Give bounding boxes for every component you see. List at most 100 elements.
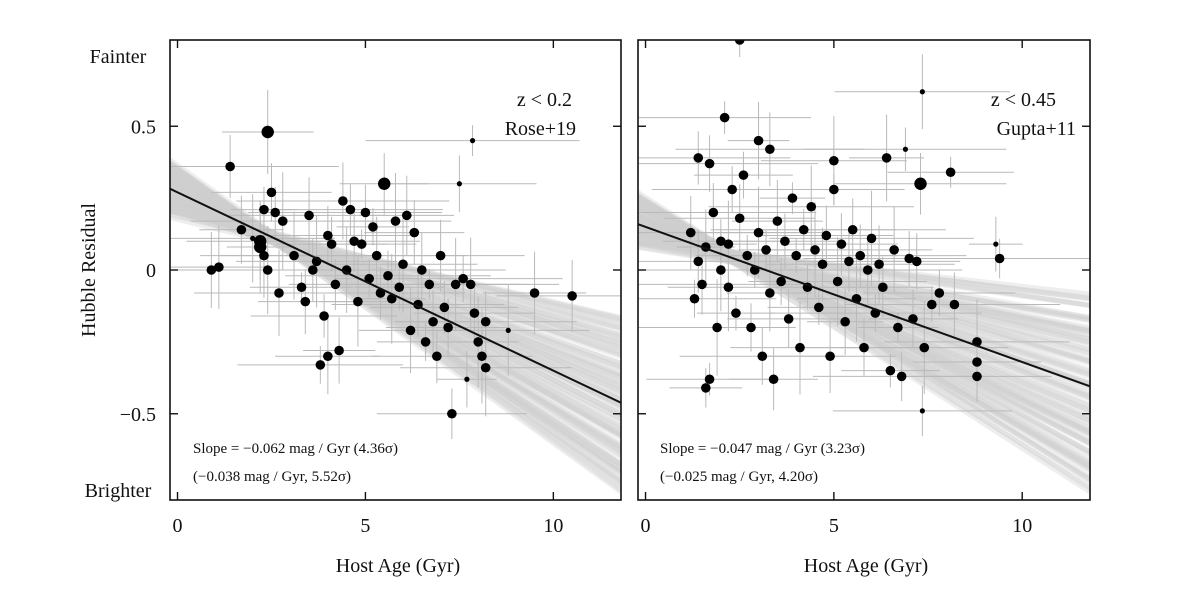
data-point (708, 207, 719, 218)
data-point (862, 265, 873, 275)
band-line (170, 187, 621, 394)
data-point (881, 153, 892, 163)
data-point (225, 161, 235, 172)
data-point (795, 342, 805, 353)
data-point (914, 177, 927, 190)
data-point (398, 259, 408, 270)
band-line (170, 200, 621, 349)
data-point (289, 250, 299, 261)
data-point (919, 89, 925, 95)
data-point (259, 204, 269, 215)
band-line (170, 157, 621, 483)
data-point (477, 351, 487, 362)
panel-right-gupta11: 0 5 10 z < 0.45 Gupta+11 Slope = −0.047 ma… (637, 39, 1091, 577)
data-point (480, 316, 491, 327)
band-line (638, 244, 1090, 320)
data-point (401, 210, 412, 221)
data-point (704, 158, 715, 169)
data-point (994, 253, 1005, 264)
data-point (405, 325, 416, 336)
data-point (814, 302, 824, 313)
data-point (783, 314, 794, 324)
band-line (170, 167, 621, 458)
data-point (829, 155, 839, 166)
x-tick-label: 5 (360, 515, 370, 537)
data-point (353, 296, 363, 307)
data-point (308, 265, 318, 275)
data-point (893, 322, 903, 333)
data-point (704, 374, 715, 385)
band-line (638, 226, 1090, 357)
data-point (383, 270, 393, 281)
band-line (638, 219, 1090, 385)
data-point (315, 360, 326, 370)
data-point (934, 288, 945, 298)
band-line (638, 223, 1090, 362)
data-point (689, 293, 700, 304)
data-point (753, 135, 764, 146)
y-tick-label: −0.5 (120, 404, 156, 426)
slope-alt-annotation: (−0.025 mag / Gyr, 4.20σ) (660, 469, 818, 485)
data-point (723, 282, 734, 293)
band-line (638, 233, 1090, 340)
x-tick-label: 5 (829, 515, 839, 537)
data-point (254, 240, 267, 254)
sample-label: Rose+19 (505, 118, 576, 140)
data-point (972, 357, 982, 367)
data-point (765, 288, 775, 298)
data-point (428, 316, 438, 327)
data-point (262, 265, 273, 275)
data-point (250, 235, 256, 241)
data-points (206, 125, 577, 419)
data-point (765, 144, 775, 155)
data-point (469, 308, 480, 318)
data-point (859, 342, 869, 353)
band-line (170, 177, 621, 460)
data-point (731, 308, 741, 318)
band-line (170, 160, 621, 492)
data-point (806, 201, 817, 212)
data-point (206, 265, 217, 275)
data-point (432, 351, 442, 362)
data-point (902, 146, 909, 152)
y-tick-label: 0 (146, 260, 156, 282)
data-point (480, 362, 491, 373)
best-fit-line (170, 187, 621, 404)
fit-line (638, 223, 1090, 388)
x-axis-label: Host Age (Gyr) (336, 555, 460, 577)
data-point (439, 302, 450, 313)
data-point (753, 227, 764, 238)
data-point (456, 181, 462, 187)
x-tick-label: 0 (173, 515, 183, 537)
data-point (840, 316, 850, 327)
data-point (993, 241, 999, 247)
band-line (638, 244, 1090, 324)
band-line (638, 217, 1090, 402)
data-point (746, 322, 756, 333)
y-top-label: Fainter (90, 46, 147, 68)
data-point (847, 224, 858, 235)
data-point (338, 196, 348, 206)
data-point (378, 177, 391, 190)
band-line (170, 176, 621, 451)
data-point (821, 230, 832, 241)
data-point (832, 276, 843, 287)
data-point (712, 322, 722, 333)
data-point (261, 125, 274, 139)
data-point (349, 236, 359, 247)
data-points (685, 40, 1005, 414)
x-tick-label: 10 (1012, 515, 1032, 537)
band-line (170, 168, 621, 453)
data-point (277, 216, 288, 226)
band-line (170, 164, 621, 472)
data-point (693, 256, 704, 267)
data-point (458, 273, 468, 284)
data-point (716, 265, 726, 275)
data-point (567, 291, 577, 301)
data-point (330, 279, 341, 290)
y-tick-label: 0.5 (131, 116, 156, 138)
band-line (638, 230, 1090, 377)
band-line (638, 238, 1090, 322)
axis-ticks: 0 5 10 (638, 40, 1090, 537)
band-line (170, 167, 621, 455)
